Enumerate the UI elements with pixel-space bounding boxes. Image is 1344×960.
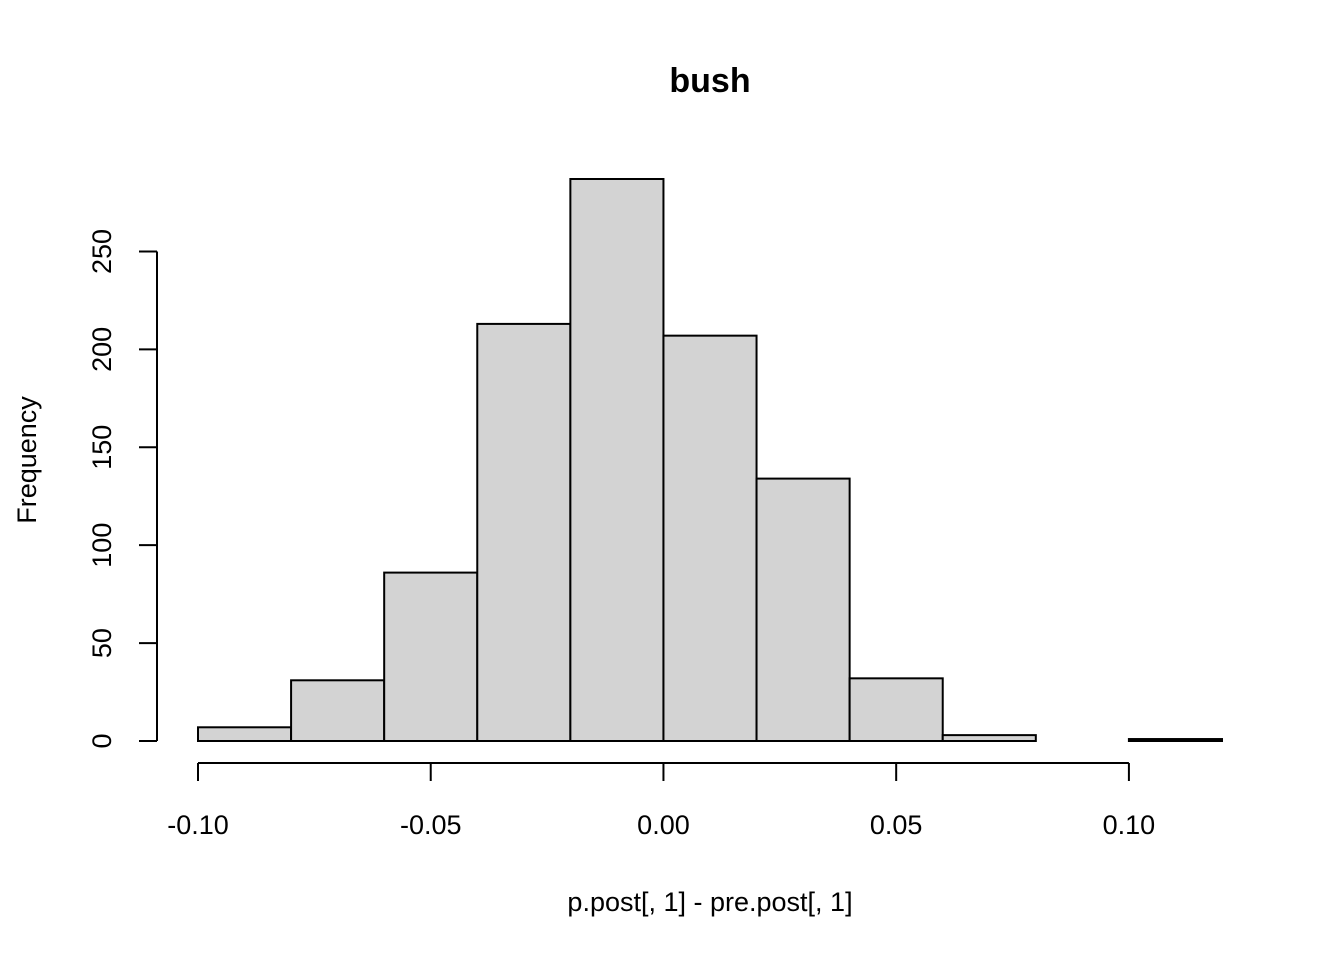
- histogram-bar: [662, 334, 758, 742]
- y-tick-label: 200: [87, 327, 117, 372]
- histogram-bar: [941, 734, 1037, 742]
- bars-group: [197, 178, 1223, 742]
- y-tick-label: 250: [87, 229, 117, 274]
- histogram-bar: [1127, 738, 1223, 742]
- x-tick-label: 0.00: [637, 810, 690, 840]
- x-tick-label: 0.10: [1103, 810, 1156, 840]
- chart-title: bush: [669, 62, 750, 100]
- y-tick-label: 100: [87, 523, 117, 568]
- y-tick-label: 50: [87, 628, 117, 658]
- histogram-bar: [848, 677, 944, 742]
- y-tick-label: 150: [87, 425, 117, 470]
- x-tick-label: 0.05: [870, 810, 923, 840]
- histogram-bar: [755, 477, 851, 742]
- y-tick-label: 0: [87, 733, 117, 748]
- x-tick-label: -0.10: [167, 810, 229, 840]
- histogram-bar: [197, 726, 293, 742]
- histogram-bar: [383, 571, 479, 742]
- y-axis-label: Frequency: [12, 396, 42, 524]
- histogram-bar: [476, 322, 572, 742]
- x-tick-label: -0.05: [400, 810, 462, 840]
- histogram-bar: [569, 178, 665, 742]
- x-axis-ticks: -0.10 -0.05 0.00 0.05 0.10: [167, 763, 1155, 840]
- y-axis-ticks: 0 50 100 150 200 250: [87, 229, 157, 749]
- histogram-bar: [290, 679, 386, 742]
- x-axis-label: p.post[, 1] - pre.post[, 1]: [567, 887, 852, 917]
